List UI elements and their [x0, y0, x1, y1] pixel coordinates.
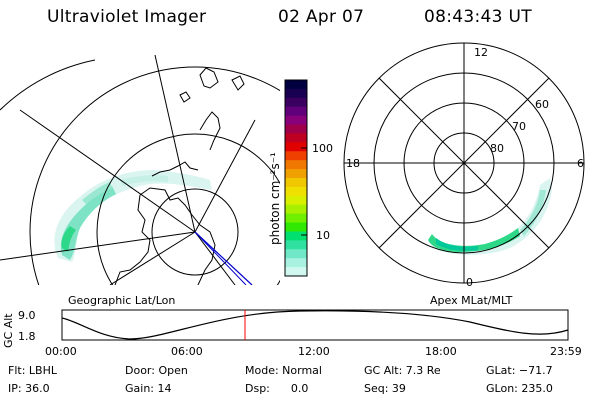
colorbar-cell	[285, 106, 307, 117]
colorbar-cell	[285, 169, 307, 179]
filter-info: Flt: LBHL	[8, 364, 57, 377]
colorbar-cell	[285, 178, 307, 188]
colorbar-cell	[285, 160, 307, 170]
colorbar	[284, 79, 308, 277]
door-info: Door: Open	[125, 364, 188, 377]
polar-map-caption: Apex MLat/MLT	[430, 294, 513, 307]
geographic-map	[0, 55, 280, 285]
gc-alt-info: GC Alt: 7.3 Re	[364, 364, 441, 377]
colorbar-tick-100: 100	[312, 142, 333, 155]
timeline-ytick-high: 9.0	[18, 309, 36, 322]
instrument-title: Ultraviolet Imager	[47, 7, 207, 27]
colorbar-cell	[285, 195, 307, 206]
mlt-label-0: 0	[466, 276, 473, 289]
timeline-xtick-2359: 23:59	[550, 345, 582, 358]
colorbar-cell	[285, 186, 307, 197]
polar-aurora	[428, 178, 552, 255]
altitude-timeline	[61, 309, 569, 341]
timeline-ylabel: GC Alt	[2, 313, 15, 348]
mode-info: Mode: Normal	[245, 364, 322, 377]
colorbar-cell	[285, 222, 307, 232]
timeline-xtick-1200: 12:00	[298, 345, 330, 358]
aurora-emission	[54, 170, 213, 262]
colorbar-cell	[285, 133, 307, 143]
polar-map	[343, 42, 585, 284]
timeline-xtick-0000: 00:00	[45, 345, 77, 358]
geo-map-caption: Geographic Lat/Lon	[68, 294, 176, 307]
colorbar-cell	[285, 213, 307, 224]
colorbar-cell	[285, 240, 307, 250]
timeline-xtick-1800: 18:00	[425, 345, 457, 358]
glon-info: GLon: 235.0	[486, 382, 553, 395]
colorbar-cell	[285, 204, 307, 215]
colorbar-tick-10: 10	[316, 229, 330, 242]
gain-info: Gain: 14	[125, 382, 172, 395]
ip-info: IP: 36.0	[8, 382, 50, 395]
mlat-label-80: 80	[490, 142, 504, 155]
glat-info: GLat: −71.7	[486, 364, 553, 377]
colorbar-cell	[285, 124, 307, 134]
colorbar-cell	[285, 88, 307, 99]
mlt-label-12: 12	[474, 46, 488, 59]
colorbar-cell	[285, 231, 307, 241]
dsp-info: Dsp: 0.0	[245, 382, 309, 395]
colorbar-unit-label: photon cm⁻²s⁻¹	[268, 152, 282, 245]
timeline-ytick-low: 1.8	[18, 330, 36, 343]
colorbar-cell	[285, 258, 307, 268]
colorbar-cell	[285, 151, 307, 161]
mlat-label-70: 70	[512, 120, 526, 133]
colorbar-cell	[285, 267, 307, 277]
seq-info: Seq: 39	[364, 382, 406, 395]
mlt-label-6: 6	[577, 157, 584, 170]
timeline-xtick-0600: 06:00	[171, 345, 203, 358]
time-label: 08:43:43 UT	[424, 7, 532, 27]
date-label: 02 Apr 07	[278, 7, 365, 27]
colorbar-cell	[285, 249, 307, 259]
colorbar-cell	[285, 142, 307, 152]
colorbar-cell	[285, 115, 307, 126]
colorbar-cell	[285, 97, 307, 108]
mlt-label-18: 18	[346, 157, 360, 170]
mlat-label-60: 60	[535, 98, 549, 111]
colorbar-cell	[285, 80, 307, 90]
